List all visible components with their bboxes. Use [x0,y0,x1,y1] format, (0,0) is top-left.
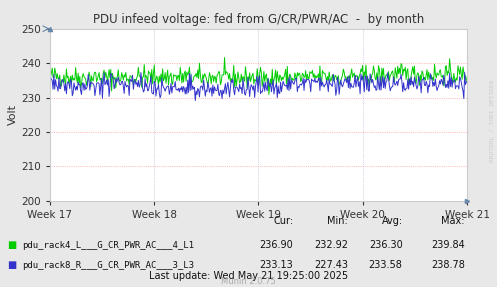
Text: Avg:: Avg: [381,216,403,226]
Title: PDU infeed voltage: fed from G/CR/PWR/AC  -  by month: PDU infeed voltage: fed from G/CR/PWR/AC… [93,13,424,26]
Text: 236.90: 236.90 [259,241,293,250]
Text: Last update: Wed May 21 19:25:00 2025: Last update: Wed May 21 19:25:00 2025 [149,271,348,281]
Text: ■: ■ [7,261,17,270]
Text: Munin 2.0.75: Munin 2.0.75 [221,278,276,286]
Text: Cur:: Cur: [273,216,293,226]
Text: 232.92: 232.92 [314,241,348,250]
Text: pdu_rack4_L___G_CR_PWR_AC___4_L1: pdu_rack4_L___G_CR_PWR_AC___4_L1 [22,241,194,250]
Y-axis label: Volt: Volt [8,104,18,125]
Text: 238.78: 238.78 [431,261,465,270]
Text: 233.58: 233.58 [369,261,403,270]
Text: pdu_rack8_R___G_CR_PWR_AC___3_L3: pdu_rack8_R___G_CR_PWR_AC___3_L3 [22,261,194,270]
Text: Max:: Max: [441,216,465,226]
Text: ■: ■ [7,241,17,250]
Text: 236.30: 236.30 [369,241,403,250]
Text: Min:: Min: [327,216,348,226]
Text: 239.84: 239.84 [431,241,465,250]
Text: 233.13: 233.13 [259,261,293,270]
Text: RRDTOOL / TOBI OETIKER: RRDTOOL / TOBI OETIKER [490,79,495,162]
Text: 227.43: 227.43 [314,261,348,270]
